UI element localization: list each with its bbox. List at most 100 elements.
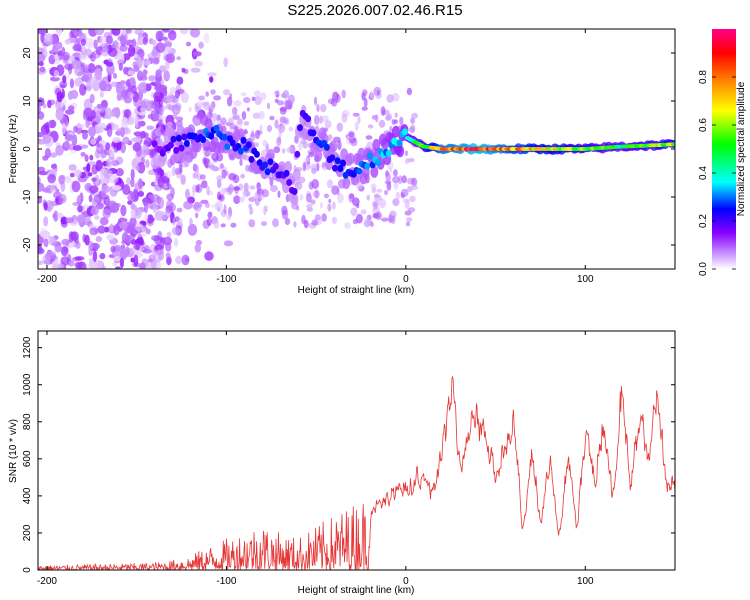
spectrogram-noise-blob [245, 191, 251, 196]
spectrogram-noise-blob [114, 107, 121, 119]
spectrogram-noise-blob [206, 218, 212, 226]
spectrogram-noise-blob [105, 61, 114, 67]
spectrogram-ridge-halo [391, 125, 400, 138]
spectrogram-noise-blob [282, 148, 286, 154]
spectrogram-noise-blob [134, 54, 140, 60]
spectrogram-noise-blob [101, 265, 107, 269]
spectrogram-ridge-halo [314, 149, 323, 162]
spectrogram-noise-blob [89, 154, 94, 161]
spectrogram-noise-blob [115, 168, 124, 177]
spectrogram-noise-blob [166, 121, 174, 127]
spectrogram-noise-blob [90, 206, 99, 216]
spectrogram-noise-blob [213, 95, 222, 101]
spectrogram-noise-blob [96, 103, 103, 109]
spectrogram-ridge-point [208, 132, 215, 140]
spectrogram-noise-blob [406, 87, 413, 96]
spectrogram-noise-blob [165, 53, 176, 64]
spectrogram-ridge-point [170, 135, 177, 143]
spectrogram-noise-blob [85, 48, 92, 57]
x-tick-label: 100 [577, 274, 594, 285]
spectrogram-noise-blob [323, 193, 330, 199]
spectrogram-noise-blob [157, 176, 166, 188]
spectrogram-noise-blob [146, 125, 155, 131]
spectrogram-noise-blob [311, 219, 319, 226]
spectrogram-ridge-point [329, 154, 336, 162]
spectrogram-noise-blob [203, 32, 210, 44]
spectrogram-noise-blob [137, 190, 145, 197]
snr-y-axis: 0 200 400 600 800 1000 1200 [22, 336, 675, 573]
spectrogram-noise-blob [166, 231, 172, 238]
spectrogram-noise-blob [187, 224, 198, 236]
spectrogram-noise-blob [172, 166, 176, 177]
colorbar-tick-label: 0.8 [698, 70, 709, 84]
spectrogram-noise-blob [195, 184, 200, 193]
spectrogram-noise-blob [56, 29, 63, 37]
spectrogram-noise-blob [167, 30, 177, 41]
spectrogram-noise-blob [145, 159, 150, 168]
spectrogram-noise-blob [143, 202, 149, 214]
spectrogram-noise-blob [316, 104, 320, 112]
spectrogram-noise-blob [242, 154, 250, 161]
spectrogram-noise-blob [100, 107, 105, 113]
y-tick-label: 10 [22, 95, 33, 107]
spectrogram-noise-blob [51, 260, 58, 267]
spectrogram-noise-blob [179, 29, 189, 35]
spectrogram-noise-blob [174, 90, 180, 99]
spectrogram-noise-blob [142, 69, 147, 78]
snr-x-axis: -200 -100 0 100 [37, 331, 594, 587]
x-tick-label: -200 [37, 576, 57, 587]
y-tick-label: 1200 [22, 336, 33, 359]
spectrogram-noise-blob [127, 200, 133, 205]
spectrogram-noise-blob [101, 184, 110, 194]
spectrogram-noise-blob [365, 135, 373, 140]
spectrogram-noise-blob [60, 84, 67, 89]
spectrogram-noise-blob [62, 75, 67, 84]
spectrogram-noise-blob [176, 56, 181, 61]
spectrogram-noise-blob [38, 132, 45, 138]
spectrogram-noise-blob [137, 57, 143, 69]
spectrogram-noise-blob [139, 262, 146, 269]
spectrogram-noise-blob [71, 242, 77, 248]
spectrogram-noise-blob [89, 93, 95, 104]
spectrogram-noise-blob [376, 188, 383, 193]
spectrogram-noise-blob [64, 176, 72, 184]
colorbar: 0.0 0.2 0.4 0.6 0.8 Normalized spectral ampl… [698, 29, 747, 276]
spectrogram-noise-blob [53, 69, 60, 79]
spectrogram-ridge-point [213, 124, 220, 132]
spectrogram-noise-blob [44, 253, 50, 260]
spectrogram-ridge-point [240, 136, 247, 144]
spectrogram-noise-blob [319, 202, 323, 209]
spectrogram-noise-blob [376, 89, 380, 96]
spectrogram-noise-blob [174, 237, 179, 247]
colorbar-tick-label: 0.6 [698, 118, 709, 132]
spectrogram-noise-blob [102, 208, 111, 219]
spectrogram-noise-blob [135, 165, 140, 171]
spectrogram-noise-blob [119, 221, 128, 229]
spectrogram-noise-blob [42, 103, 47, 109]
spectrogram-noise-blob [38, 176, 41, 185]
spectrogram-noise-blob [215, 201, 223, 211]
spectrogram-noise-blob [314, 96, 318, 106]
spectrogram-noise-blob [120, 204, 127, 217]
spectrogram-noise-blob [152, 57, 160, 65]
spectrogram-noise-blob [232, 186, 241, 191]
spectrogram-noise-blob [130, 238, 137, 245]
x-tick-label: 100 [577, 576, 594, 587]
spectrogram-noise-blob [42, 187, 51, 193]
spectrogram-noise-blob [293, 221, 297, 228]
spectrogram-noise-blob [140, 144, 149, 156]
spectrogram-noise-blob [88, 185, 99, 194]
spectrogram-ridge-point [671, 142, 675, 147]
spectrogram-noise-blob [91, 177, 97, 182]
spectrogram-noise-blob [279, 125, 283, 134]
spectrogram-x-axis: -200 -100 0 100 [37, 29, 594, 285]
spectrogram-ridge-point [178, 144, 185, 152]
spectrogram-noise-blob [58, 197, 63, 206]
spectrogram-noise-blob [243, 121, 250, 126]
spectrogram-ridge-point [183, 140, 190, 147]
spectrogram-noise-blob [110, 29, 117, 35]
spectrogram-ridge-point [297, 124, 303, 132]
spectrogram-noise-blob [164, 61, 170, 70]
spectrogram-noise-blob [185, 188, 190, 200]
spectrogram-noise-blob [389, 168, 393, 174]
